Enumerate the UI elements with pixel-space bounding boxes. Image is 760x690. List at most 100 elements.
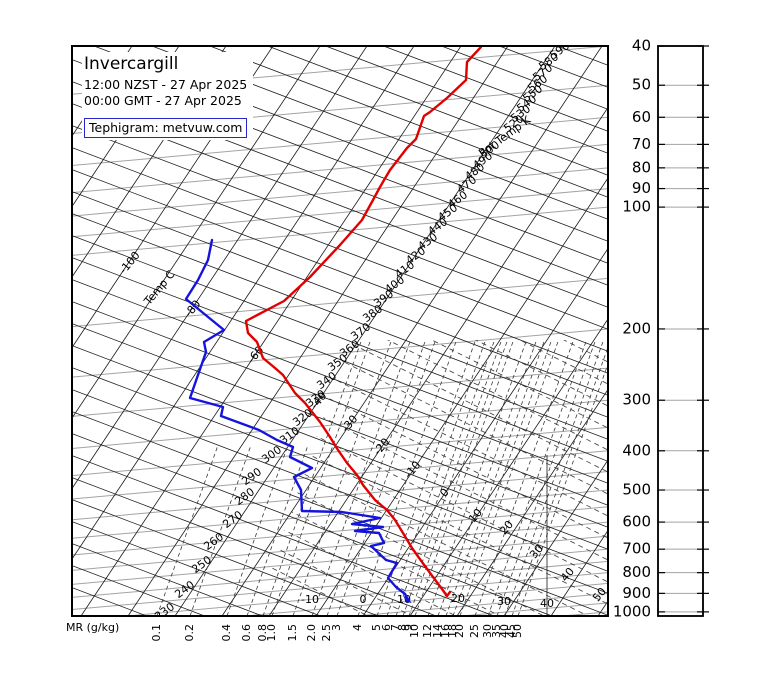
dry-adiabat-line	[72, 147, 608, 352]
mr-tick-label: 1.5	[286, 624, 299, 642]
pressure-label: 800	[622, 563, 651, 581]
adiabat-label: 250	[189, 553, 214, 576]
isotherm-line	[221, 46, 603, 616]
pressure-label: 90	[632, 179, 651, 197]
dry-adiabat-line	[72, 235, 608, 440]
mr-tick-label: 16	[439, 624, 452, 638]
mr-tick-label: 10	[408, 624, 421, 638]
isotherm-label: Temp C	[141, 268, 178, 308]
dry-adiabat-line	[72, 455, 496, 616]
title-block: Invercargill 12:00 NZST - 27 Apr 2025 00…	[82, 52, 254, 140]
mixing-ratio-line	[386, 339, 486, 616]
isotherm-line	[72, 46, 274, 349]
isotherm-line	[174, 46, 556, 616]
pressure-label: 1000	[613, 602, 651, 620]
dry-adiabat-line	[72, 433, 554, 616]
isotherm-label: -10	[402, 459, 424, 481]
isobar-line	[72, 116, 608, 167]
dry-adiabat-line	[72, 279, 608, 484]
isobar-line	[72, 206, 608, 256]
isobar-line	[72, 399, 608, 449]
pressure-label: 60	[632, 108, 651, 126]
isotherm-line	[503, 459, 608, 616]
isotherm-line	[72, 46, 180, 208]
isobar-line	[72, 328, 608, 378]
plot-frame	[71, 45, 609, 617]
isotherm-line	[80, 46, 462, 616]
mr-axis: MR (g/kg) 0.1 0.2 0.4 0.6 0.81.0 1.5 2.0 2.53 4 56…	[66, 621, 524, 642]
mr-tick-label: 12	[421, 624, 434, 638]
dry-adiabat-line	[72, 169, 608, 374]
mr-tick-label: 40	[498, 624, 511, 638]
bottom-isotherm-label: -10	[301, 593, 319, 606]
saturated-adiabat-line	[255, 340, 608, 451]
mixing-ratio-line	[496, 339, 596, 616]
bottom-isotherm-label: 0	[360, 593, 367, 606]
pressure-label: 500	[622, 481, 651, 499]
pressure-label: 200	[622, 319, 651, 337]
pressure-label: 600	[622, 513, 651, 531]
pressure-label: 40	[632, 37, 651, 55]
mixing-ratio-line	[246, 444, 309, 616]
dry-adiabat-line	[72, 389, 608, 594]
mr-tick-label: 0.4	[220, 624, 233, 642]
isobar-line	[72, 535, 608, 585]
isotherm-line	[315, 177, 608, 616]
isobar-line	[72, 560, 608, 611]
mixing-ratio-line	[189, 444, 252, 616]
dry-adiabat-line	[72, 565, 206, 616]
isotherm-line	[268, 106, 608, 616]
isotherm-line	[72, 46, 227, 278]
mr-axis-title: MR (g/kg)	[66, 621, 119, 634]
mixing-ratio-line	[437, 339, 537, 616]
isotherm-line	[72, 46, 368, 490]
isotherm-line	[362, 247, 608, 616]
adiabat-label: 260	[201, 530, 226, 553]
isobar-line	[72, 167, 608, 217]
mr-tick-label: 8	[396, 624, 409, 631]
dry-adiabat-line	[72, 191, 608, 396]
dry-adiabat-line	[72, 367, 608, 572]
adiabat-label: 270	[220, 508, 245, 531]
dry-adiabat-line	[266, 46, 608, 176]
pressure-label: 400	[622, 441, 651, 459]
mr-tick-label: 3	[330, 624, 343, 631]
bottom-isotherm-label: 40	[540, 597, 554, 610]
adiabat-label: Pot Temp K	[476, 113, 533, 160]
dry-adiabat-line	[498, 46, 608, 88]
mr-tick-label: 7	[389, 624, 402, 631]
mr-tick-label: 20	[453, 624, 466, 638]
mixing-ratio-line	[262, 339, 362, 616]
dry-adiabat-line	[72, 411, 608, 616]
mr-tick-label: 2.5	[320, 624, 333, 642]
pressure-label: 50	[632, 76, 651, 94]
mr-tick-label: 0.2	[183, 624, 196, 642]
saturated-adiabat-line	[255, 340, 608, 363]
mr-tick-label: 25	[468, 624, 481, 638]
mr-tick-label: 18	[446, 624, 459, 638]
dry-adiabat-line	[72, 345, 608, 550]
pressure-label: 70	[632, 135, 651, 153]
metvuw-link[interactable]: Tephigram: metvuw.com	[84, 118, 248, 138]
mr-tick-label: 4	[351, 624, 364, 631]
isotherm-label: -20	[371, 436, 393, 458]
adiabat-label: 290	[239, 465, 264, 488]
saturated-adiabat-line	[255, 340, 608, 473]
dry-adiabat-line	[72, 0, 608, 43]
dry-adiabat-line	[208, 46, 608, 198]
mr-tick-label: 45	[505, 624, 518, 638]
dry-adiabat-line	[324, 46, 608, 154]
mixing-ratio-line	[156, 444, 219, 616]
mr-tick-label: 14	[431, 624, 444, 638]
isobar-line	[456, 602, 608, 616]
isotherm-line	[72, 46, 321, 419]
isotherm-label: 0	[437, 486, 451, 500]
pressure-label: 700	[622, 540, 651, 558]
isotherm-line	[409, 318, 608, 616]
mr-tick-label: 35	[490, 624, 503, 638]
mr-tick-label: 2.0	[305, 624, 318, 642]
bottom-isotherm-label: 20	[451, 592, 465, 605]
isotherm-label: -30	[339, 413, 361, 435]
isotherm-label: -100	[117, 249, 143, 276]
